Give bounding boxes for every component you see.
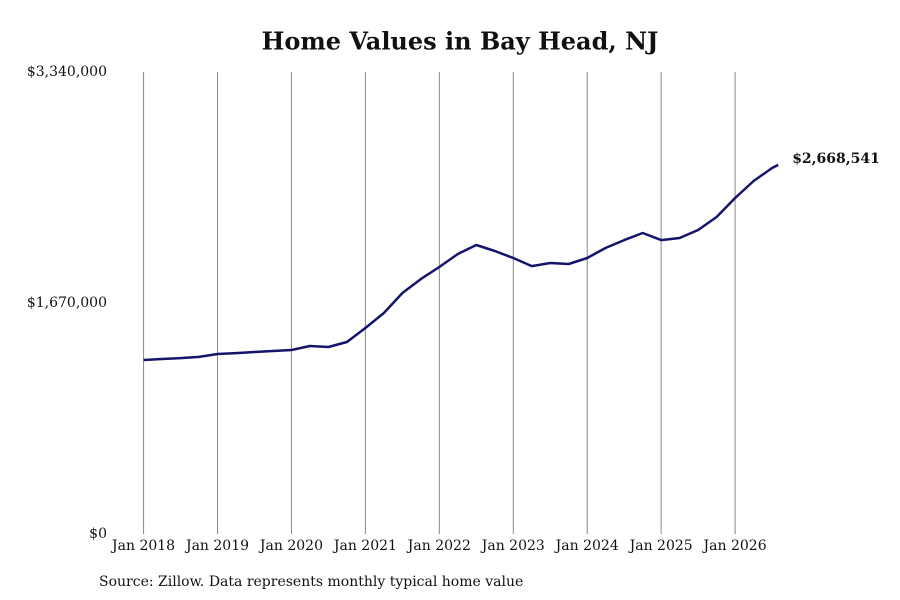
chart-title: Home Values in Bay Head, NJ xyxy=(262,27,659,56)
x-tick-label: Jan 2018 xyxy=(110,538,175,554)
y-tick-label: $0 xyxy=(89,526,107,542)
x-tick-label: Jan 2022 xyxy=(406,538,471,554)
value-label: $2,668,541 xyxy=(792,151,880,167)
x-tick-label: Jan 2019 xyxy=(184,538,249,554)
data-line xyxy=(143,163,779,362)
x-tick-label: Jan 2025 xyxy=(628,538,693,554)
x-tick-label: Jan 2026 xyxy=(702,538,767,554)
x-tick-label: Jan 2023 xyxy=(480,538,545,554)
y-tick-label: $3,340,000 xyxy=(27,64,107,80)
x-tick-label: Jan 2021 xyxy=(332,538,397,554)
y-tick-label: $1,670,000 xyxy=(27,295,107,311)
source-note: Source: Zillow. Data represents monthly … xyxy=(99,574,523,590)
x-tick-label: Jan 2024 xyxy=(554,538,619,554)
x-tick-label: Jan 2020 xyxy=(258,538,323,554)
